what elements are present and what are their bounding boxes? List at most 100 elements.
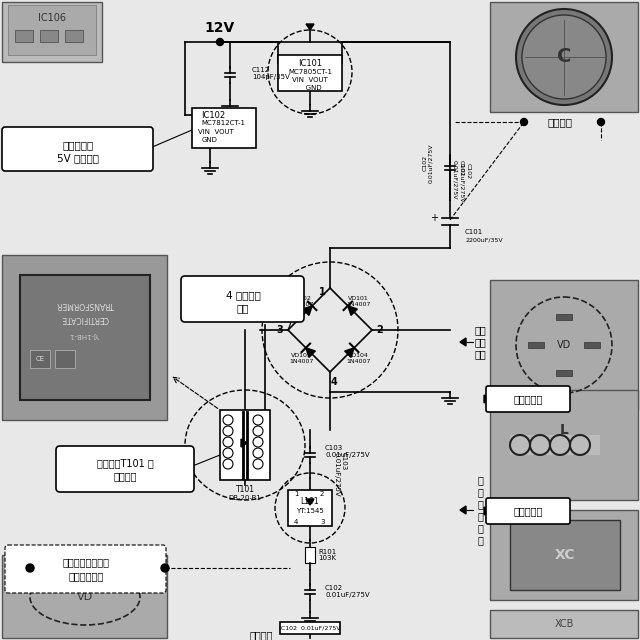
Bar — [2, 255, 167, 420]
Text: 互感滤波器: 互感滤波器 — [513, 394, 543, 404]
Polygon shape — [303, 306, 312, 316]
Text: 5V 直流电压: 5V 直流电压 — [57, 153, 99, 163]
Polygon shape — [241, 439, 247, 447]
FancyBboxPatch shape — [2, 127, 153, 171]
Text: VD104
1N4007: VD104 1N4007 — [346, 353, 371, 364]
Bar — [490, 280, 638, 410]
Circle shape — [516, 9, 612, 105]
Text: 元件的整流滤波电: 元件的整流滤波电 — [63, 557, 109, 567]
Bar — [490, 510, 638, 600]
Text: 图形标号: 图形标号 — [113, 471, 137, 481]
Circle shape — [522, 15, 606, 99]
Text: 1: 1 — [319, 287, 325, 297]
Text: 极管: 极管 — [237, 303, 249, 313]
Bar — [220, 410, 270, 480]
Bar — [15, 30, 33, 42]
Text: 变压器，T101 为: 变压器，T101 为 — [97, 458, 154, 468]
Bar — [305, 547, 315, 563]
Bar — [5, 130, 150, 168]
Text: VD102
1N4007: VD102 1N4007 — [289, 296, 314, 307]
Text: L: L — [559, 423, 568, 437]
Text: C103
0.01uF/275V: C103 0.01uF/275V — [333, 452, 346, 497]
Circle shape — [26, 564, 34, 572]
Text: VD101
1N4007: VD101 1N4007 — [346, 296, 371, 307]
Text: 2200uF/35V: 2200uF/35V — [465, 237, 502, 243]
Text: VD103
1N4007: VD103 1N4007 — [289, 353, 314, 364]
Text: GND: GND — [202, 137, 218, 143]
Bar — [510, 520, 620, 590]
Text: 2: 2 — [376, 325, 383, 335]
Bar — [280, 622, 340, 634]
Text: 压敏电阻: 压敏电阻 — [250, 630, 273, 640]
Text: C102
0.01uF/275V: C102 0.01uF/275V — [422, 143, 433, 183]
Text: MC7805CT-1: MC7805CT-1 — [288, 69, 332, 75]
Text: 12V: 12V — [205, 21, 235, 35]
Text: 4 个整流二: 4 个整流二 — [225, 290, 260, 300]
Bar — [528, 342, 544, 348]
FancyBboxPatch shape — [486, 498, 570, 524]
Text: GND: GND — [299, 85, 321, 91]
Circle shape — [598, 118, 605, 125]
Bar — [55, 350, 75, 368]
Bar — [30, 350, 50, 368]
Text: VIN  VOUT: VIN VOUT — [198, 129, 234, 135]
Bar — [510, 435, 600, 455]
Text: 流: 流 — [477, 487, 483, 497]
Text: 2: 2 — [320, 491, 324, 497]
Text: YT:1545: YT:1545 — [296, 508, 324, 514]
Circle shape — [161, 564, 169, 572]
Bar — [556, 370, 572, 376]
Text: C102
0.01uF/275V: C102 0.01uF/275V — [452, 160, 463, 200]
Text: XCB: XCB — [554, 619, 573, 629]
Bar — [490, 390, 638, 500]
Text: 滤波电容: 滤波电容 — [547, 117, 573, 127]
Text: VD: VD — [77, 592, 93, 602]
Text: 3: 3 — [276, 325, 284, 335]
Text: 滤: 滤 — [477, 499, 483, 509]
Text: 4: 4 — [331, 377, 337, 387]
Text: C: C — [557, 47, 571, 67]
Text: 滤波: 滤波 — [474, 337, 486, 347]
Text: IC106: IC106 — [38, 13, 66, 23]
Polygon shape — [306, 348, 316, 357]
Bar — [556, 314, 572, 320]
Text: XC: XC — [555, 548, 575, 562]
Text: VD: VD — [557, 340, 571, 350]
Text: T101: T101 — [236, 486, 255, 495]
Polygon shape — [484, 395, 490, 403]
FancyBboxPatch shape — [486, 386, 570, 412]
FancyBboxPatch shape — [5, 545, 166, 593]
Text: 电: 电 — [477, 523, 483, 533]
Bar — [65, 30, 83, 42]
Bar — [20, 275, 150, 400]
Text: 整流: 整流 — [474, 325, 486, 335]
Polygon shape — [306, 499, 314, 505]
Text: IC102: IC102 — [201, 111, 225, 120]
Text: C102
0.01uF/275V: C102 0.01uF/275V — [325, 584, 370, 598]
Text: 电路: 电路 — [474, 349, 486, 359]
Text: 4: 4 — [294, 519, 298, 525]
Text: CE: CE — [35, 356, 45, 362]
Text: IC102  0.01uF/275V: IC102 0.01uF/275V — [279, 625, 340, 630]
Bar — [490, 610, 638, 638]
Text: +: + — [430, 213, 438, 223]
Text: VIN  VOUT: VIN VOUT — [292, 77, 328, 83]
Text: DB-20-B1: DB-20-B1 — [228, 495, 261, 501]
Text: C101: C101 — [465, 229, 483, 235]
Bar — [584, 342, 600, 348]
FancyBboxPatch shape — [56, 446, 194, 492]
Polygon shape — [344, 348, 354, 357]
Text: R101
103K: R101 103K — [318, 548, 336, 561]
Text: C103
0.01uF/275V: C103 0.01uF/275V — [325, 445, 370, 458]
Bar — [2, 2, 102, 62]
Bar — [8, 5, 96, 55]
Text: 3: 3 — [320, 519, 324, 525]
Bar — [288, 490, 332, 526]
Text: 路与图中对应: 路与图中对应 — [68, 571, 104, 581]
Polygon shape — [306, 24, 314, 30]
Text: 波: 波 — [477, 511, 483, 521]
Text: 电源变压器: 电源变压器 — [513, 506, 543, 516]
Text: 交: 交 — [477, 475, 483, 485]
Bar — [278, 55, 342, 91]
Bar — [2, 555, 167, 638]
